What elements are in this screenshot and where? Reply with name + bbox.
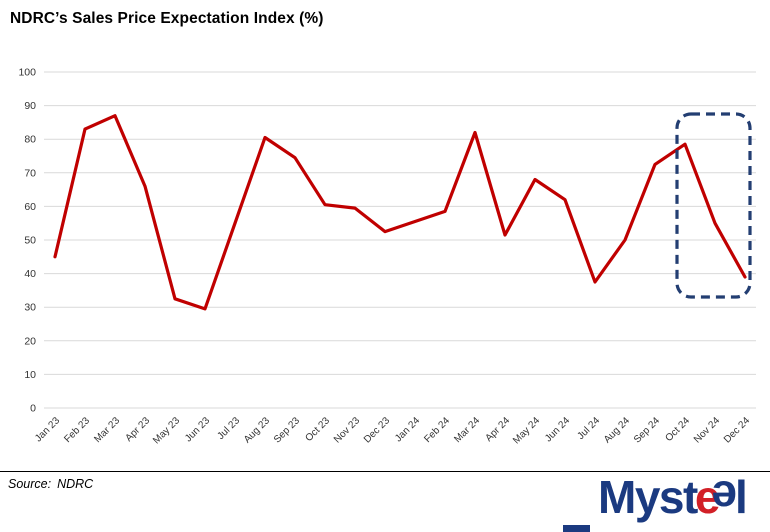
x-tick-label: Aug 24	[602, 415, 632, 445]
x-tick-label: Apr 24	[484, 415, 513, 444]
y-tick-label: 40	[24, 268, 36, 280]
footer-divider	[0, 471, 770, 472]
x-tick-label: Sep 24	[632, 415, 662, 445]
x-tick-label: Oct 24	[664, 415, 693, 444]
x-tick-label: Apr 23	[124, 415, 153, 444]
x-tick-label: Aug 23	[242, 415, 272, 445]
source-value: NDRC	[57, 477, 94, 491]
y-tick-label: 80	[24, 134, 36, 146]
logo-text-myst: Myst	[598, 471, 698, 523]
y-tick-label: 0	[30, 403, 36, 415]
y-tick-label: 50	[24, 235, 36, 247]
y-tick-label: 70	[24, 167, 36, 179]
y-tick-label: 10	[24, 369, 36, 381]
x-tick-label: Mar 23	[92, 415, 122, 445]
x-tick-label: Sep 23	[272, 415, 302, 445]
y-tick-label: 30	[24, 302, 36, 314]
line-chart: 0 10 20 30 40 50 60 70 80 90 100 Jan 23 Feb 23 Mar 23…	[18, 67, 756, 446]
y-tick-label: 100	[18, 67, 36, 79]
logo-letter-e-reversed: e	[712, 471, 737, 524]
x-tick-label: Nov 23	[332, 415, 362, 445]
x-tick-label: Jan 24	[393, 415, 422, 444]
y-tick-label: 90	[24, 100, 36, 112]
source-note: Source: NDRC	[8, 477, 93, 491]
x-tick-label: May 24	[511, 415, 542, 446]
logo-letter-e-red: e	[694, 471, 721, 523]
x-tick-label: Jul 23	[215, 415, 242, 442]
x-tick-label: Dec 24	[722, 415, 752, 445]
x-tick-label: Jun 23	[183, 415, 212, 444]
source-label: Source:	[8, 477, 52, 491]
logo-letter-l: l	[735, 471, 748, 523]
chart-title: NDRC’s Sales Price Expectation Index (%)	[10, 10, 324, 27]
x-tick-label: Nov 24	[692, 415, 722, 445]
x-tick-label: Mar 24	[452, 415, 482, 445]
x-tick-label: May 23	[151, 415, 182, 446]
x-tick-label: Oct 23	[304, 415, 333, 444]
x-tick-label: Feb 23	[62, 415, 92, 445]
x-tick-label: Feb 24	[422, 415, 452, 445]
x-tick-label: Jan 23	[33, 415, 62, 444]
x-tick-label: Jun 24	[543, 415, 572, 444]
highlight-box	[675, 112, 752, 299]
y-tick-label: 20	[24, 335, 36, 347]
y-tick-label: 60	[24, 201, 36, 213]
x-tick-label: Dec 23	[362, 415, 392, 445]
logo-bottom-bar	[563, 525, 590, 532]
x-tick-label: Jul 24	[575, 415, 602, 442]
price-index-line	[53, 114, 747, 311]
mysteel-logo: Mysteel	[598, 471, 748, 524]
